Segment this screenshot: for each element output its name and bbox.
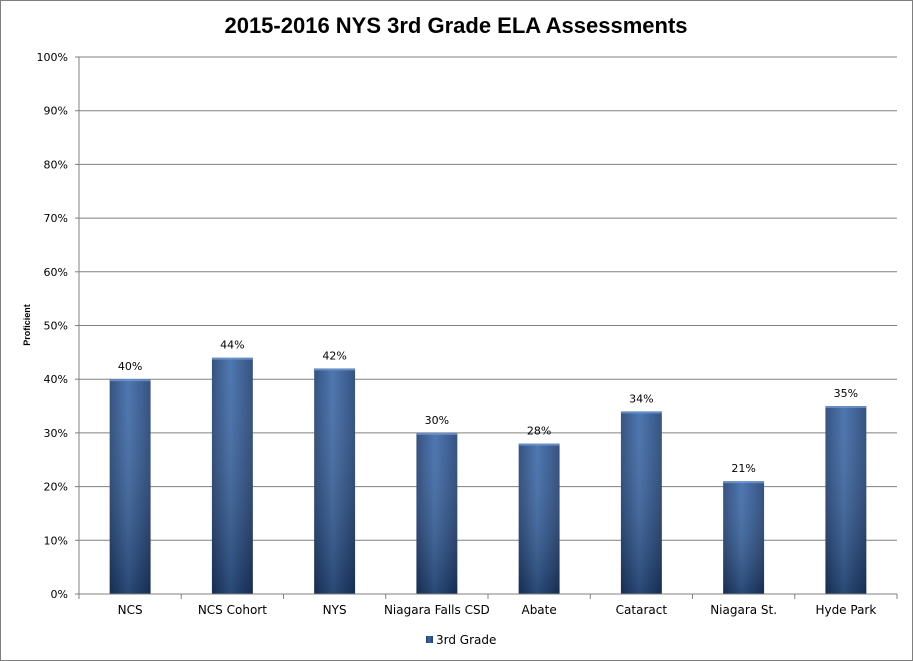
y-tick-label: 100% bbox=[37, 51, 68, 64]
bar-shade bbox=[723, 481, 765, 594]
bar-shade bbox=[620, 411, 662, 594]
y-tick-label: 0% bbox=[51, 588, 68, 601]
data-label: 34% bbox=[629, 392, 653, 405]
data-label: 42% bbox=[322, 349, 346, 362]
bar-top-highlight bbox=[416, 432, 458, 435]
bar-shade bbox=[109, 379, 151, 594]
bar-top-highlight bbox=[620, 411, 662, 414]
bar-top-highlight bbox=[518, 443, 560, 446]
x-axis-categories: NCS NCS Cohort NYS Niagara Falls CSD Abate Ca… bbox=[118, 603, 877, 617]
legend-label: 3rd Grade bbox=[436, 633, 496, 647]
data-label: 28% bbox=[527, 425, 551, 438]
data-label: 40% bbox=[118, 360, 142, 373]
category-label: NCS Cohort bbox=[198, 603, 267, 617]
y-tick-label: 50% bbox=[44, 320, 68, 333]
bar-shade bbox=[518, 443, 560, 594]
data-labels: 40% 44% 42% 30% 28% 34% 21% 35% bbox=[118, 339, 858, 476]
y-tick-label: 10% bbox=[44, 534, 68, 547]
y-tick-label: 60% bbox=[44, 266, 68, 279]
category-label: NYS bbox=[323, 603, 347, 617]
data-label: 21% bbox=[731, 462, 755, 475]
y-tick-label: 90% bbox=[44, 105, 68, 118]
bar-top-highlight bbox=[723, 481, 765, 484]
bar-top-highlight bbox=[314, 368, 356, 371]
y-axis-label: Proficient bbox=[22, 304, 32, 346]
category-label: Abate bbox=[521, 603, 556, 617]
bar-top-highlight bbox=[211, 357, 253, 360]
y-tick-label: 70% bbox=[44, 212, 68, 225]
data-label: 30% bbox=[425, 414, 449, 427]
bar-shade bbox=[211, 357, 253, 594]
chart-title: 2015-2016 NYS 3rd Grade ELA Assessments bbox=[224, 13, 687, 38]
bar-shade bbox=[825, 406, 867, 594]
data-label: 35% bbox=[834, 387, 858, 400]
gridlines bbox=[79, 56, 897, 541]
category-label: Niagara St. bbox=[710, 603, 777, 617]
y-tick-label: 80% bbox=[44, 158, 68, 171]
bars bbox=[109, 357, 867, 594]
category-label: Cataract bbox=[616, 603, 668, 617]
y-tick-label: 20% bbox=[44, 481, 68, 494]
y-tick-label: 40% bbox=[44, 373, 68, 386]
data-label: 44% bbox=[220, 339, 244, 352]
bar-top-highlight bbox=[825, 406, 867, 409]
axes bbox=[78, 57, 898, 599]
y-tick-label: 30% bbox=[44, 427, 68, 440]
bar-top-highlight bbox=[109, 379, 151, 382]
bar-shade bbox=[314, 368, 356, 594]
legend: 3rd Grade bbox=[426, 633, 496, 647]
legend-swatch bbox=[426, 636, 433, 643]
category-label: Niagara Falls CSD bbox=[384, 603, 490, 617]
y-axis-ticks: 0% 10% 20% 30% 40% 50% 60% 70% 80% 90% 100% bbox=[37, 51, 79, 601]
category-label: Hyde Park bbox=[815, 603, 876, 617]
bar-shade bbox=[416, 432, 458, 594]
category-label: NCS bbox=[118, 603, 143, 617]
